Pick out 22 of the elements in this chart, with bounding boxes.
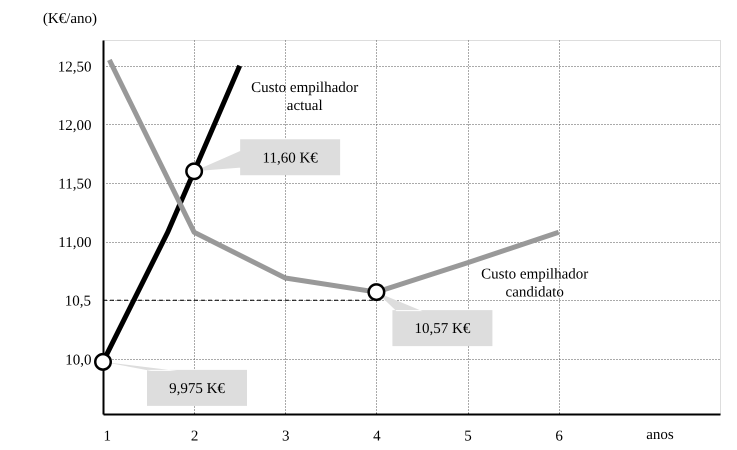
point: [94, 352, 112, 371]
point: [367, 283, 386, 302]
x-axis-title: anos: [646, 427, 674, 443]
y-tick-label: 11,50: [58, 176, 92, 193]
y-tick-label: 11,00: [58, 235, 92, 252]
x-tick-label: 4: [373, 428, 382, 444]
x-tick-label: 3: [282, 428, 290, 444]
annotation: 11,60 K€: [262, 150, 318, 166]
y-tick-label: 12,00: [58, 118, 92, 134]
annotation: 10,57 K€: [414, 321, 471, 338]
ref-line-label: 10,5: [64, 293, 91, 310]
point: [185, 162, 204, 180]
series-label: Custo empilhador candidato: [481, 266, 588, 300]
x-tick-label: 6: [555, 428, 564, 444]
series-label: Custo empilhador actual: [251, 80, 358, 114]
y-axis-title: (K€/ano): [42, 11, 97, 27]
x-tick-label: 2: [190, 428, 198, 444]
y-tick-label: 12,50: [58, 59, 92, 76]
x-tick-label: 1: [104, 428, 111, 444]
annotation: 9,975 K€: [169, 380, 226, 397]
x-tick-label: 5: [464, 428, 472, 444]
y-tick-label: 10,0: [65, 352, 92, 368]
